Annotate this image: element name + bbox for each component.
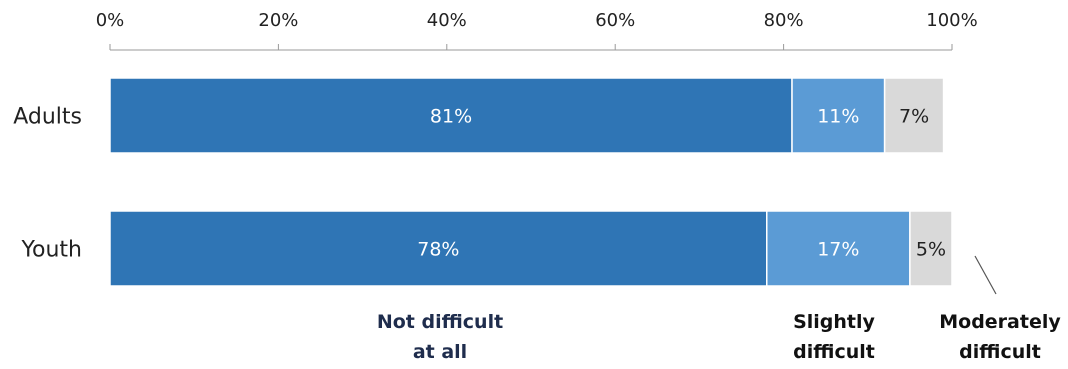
legend-label: at all <box>413 341 467 363</box>
x-tick-label: 0% <box>96 10 125 31</box>
leader-line <box>974 255 997 295</box>
category-label: Youth <box>21 238 83 263</box>
legend-label: Slightly <box>793 311 875 333</box>
bar-value-label: 17% <box>817 239 859 261</box>
bar-value-label: 78% <box>417 239 459 261</box>
bar-segment <box>791 77 886 154</box>
bar-segment <box>766 210 911 287</box>
x-tick-label: 100% <box>926 10 977 31</box>
bar-value-label: 5% <box>916 239 946 261</box>
bar-segment <box>109 77 793 154</box>
legend-label: Not difficult <box>377 311 503 333</box>
x-tick-label: 20% <box>258 10 298 31</box>
x-tick-label: 60% <box>595 10 635 31</box>
legend-label: Moderately <box>939 311 1061 333</box>
bars: Adults 81% 11% 7% Youth 78% 17% 5% <box>13 77 953 287</box>
x-axis: 0% 20% 40% 60% 80% 100% <box>96 10 978 51</box>
legend-label: difficult <box>793 341 875 363</box>
bar-segment <box>109 210 768 287</box>
bar-segment <box>883 77 945 154</box>
category-label: Adults <box>13 105 82 130</box>
bar-value-label: 81% <box>430 106 472 128</box>
bar-value-label: 11% <box>817 106 859 128</box>
legend-label: difficult <box>959 341 1041 363</box>
bar-segment <box>909 210 953 287</box>
x-tick-label: 40% <box>427 10 467 31</box>
x-tick-label: 80% <box>764 10 804 31</box>
legend: Not difficult at all Slightly difficult Mode… <box>377 255 1061 363</box>
bar-value-label: 7% <box>899 106 929 128</box>
